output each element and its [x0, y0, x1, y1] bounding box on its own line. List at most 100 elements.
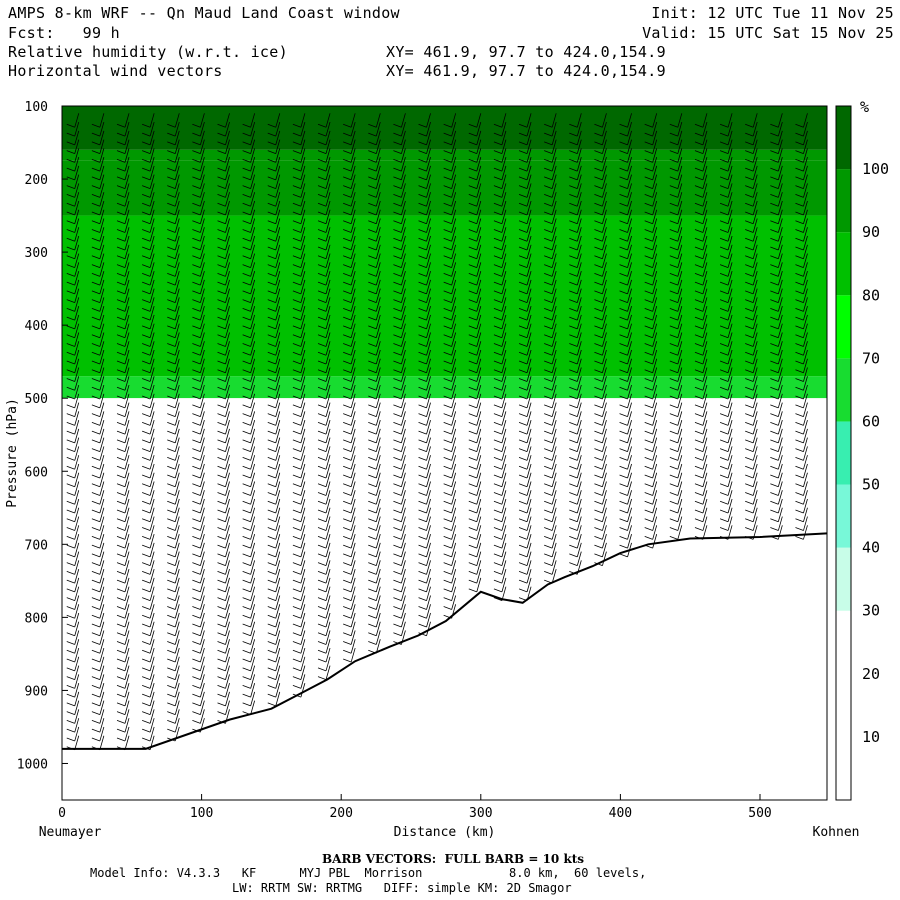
- wind-barb: [719, 253, 733, 268]
- wind-barb: [242, 604, 256, 619]
- colorbar-swatch: [836, 358, 851, 422]
- wind-barb: [393, 157, 406, 172]
- wind-barb: [217, 481, 230, 496]
- wind-barb: [141, 192, 155, 207]
- wind-barb: [317, 560, 331, 575]
- wind-barb: [644, 113, 658, 128]
- wind-barb: [468, 262, 482, 277]
- wind-barb: [217, 709, 230, 724]
- wind-barb: [619, 200, 632, 216]
- wind-barb: [292, 639, 306, 654]
- wind-barb: [544, 490, 557, 505]
- wind-barb: [719, 498, 733, 514]
- wind-barb: [569, 297, 582, 312]
- wind-barb: [141, 481, 155, 496]
- wind-barb: [66, 376, 80, 391]
- wind-barb: [493, 525, 507, 540]
- wind-barb: [317, 192, 331, 207]
- wind-barb: [518, 551, 532, 566]
- wind-barb: [393, 235, 406, 251]
- wind-barb: [267, 183, 281, 198]
- wind-barb: [242, 700, 256, 716]
- wind-barb: [468, 569, 482, 584]
- wind-barb: [770, 507, 783, 523]
- wind-barb: [619, 402, 632, 417]
- wind-barb: [141, 472, 155, 488]
- wind-barb: [694, 437, 708, 453]
- wind-barb: [217, 358, 230, 374]
- wind-barb: [343, 560, 356, 575]
- wind-barb: [66, 218, 80, 233]
- wind-barb: [116, 516, 130, 531]
- wind-barb: [141, 551, 155, 566]
- wind-barb: [795, 235, 808, 251]
- wind-barb: [745, 209, 758, 225]
- wind-barb: [91, 121, 105, 137]
- wind-barb: [694, 209, 708, 225]
- wind-barb: [619, 516, 632, 531]
- wind-barb: [644, 367, 658, 382]
- wind-barb: [468, 244, 482, 260]
- wind-barb: [468, 533, 482, 549]
- wind-barb: [167, 148, 180, 163]
- wind-barb: [669, 262, 683, 277]
- wind-barb: [242, 402, 256, 417]
- wind-barb: [770, 174, 783, 190]
- wind-barb: [167, 306, 180, 321]
- wind-barb: [116, 253, 130, 268]
- wind-barb: [317, 139, 331, 154]
- wind-barb: [493, 288, 507, 304]
- wind-barb: [594, 148, 607, 163]
- wind-barb: [393, 279, 406, 295]
- wind-barb: [619, 341, 632, 356]
- wind-barb: [569, 542, 582, 558]
- wind-barb: [719, 297, 733, 312]
- wind-barb: [116, 691, 130, 707]
- wind-barb: [795, 130, 808, 146]
- wind-barb: [192, 472, 205, 488]
- wind-barb: [544, 463, 557, 479]
- wind-barb: [317, 577, 331, 593]
- wind-barb: [141, 437, 155, 453]
- wind-barb: [242, 174, 256, 190]
- wind-barb: [544, 235, 557, 251]
- wind-barb: [468, 165, 482, 181]
- wind-barb: [343, 279, 356, 295]
- wind-barb: [518, 507, 532, 523]
- wind-barb: [116, 341, 130, 356]
- wind-barb: [443, 332, 457, 347]
- colorbar-swatch: [836, 736, 851, 800]
- wind-barb: [167, 674, 180, 689]
- wind-barb: [292, 674, 306, 689]
- wind-barb: [694, 516, 708, 531]
- wind-barb: [393, 367, 406, 382]
- wind-barb: [694, 472, 708, 488]
- wind-barb: [167, 621, 180, 637]
- y-tick-label: 200: [25, 173, 48, 188]
- wind-barb: [493, 183, 507, 198]
- wind-barb: [644, 121, 658, 137]
- wind-barb: [116, 709, 130, 724]
- wind-barb: [141, 665, 155, 680]
- wind-barb: [91, 507, 105, 523]
- wind-barb: [192, 411, 205, 426]
- wind-barb: [242, 262, 256, 277]
- wind-barb: [468, 437, 482, 453]
- wind-barb: [242, 113, 256, 128]
- wind-barb: [569, 446, 582, 461]
- wind-barb: [594, 270, 607, 286]
- wind-barb: [91, 709, 105, 724]
- wind-barb: [694, 244, 708, 260]
- wind-barb: [317, 349, 331, 365]
- wind-barb: [518, 428, 532, 444]
- wind-barb: [393, 577, 406, 593]
- wind-barb: [619, 218, 632, 233]
- wind-barb: [468, 463, 482, 479]
- wind-barb: [368, 209, 381, 225]
- wind-barb: [141, 157, 155, 172]
- wind-barb: [594, 446, 607, 461]
- wind-barb: [167, 700, 180, 716]
- wind-barb: [518, 314, 532, 330]
- wind-barb: [91, 446, 105, 461]
- wind-barb: [116, 437, 130, 453]
